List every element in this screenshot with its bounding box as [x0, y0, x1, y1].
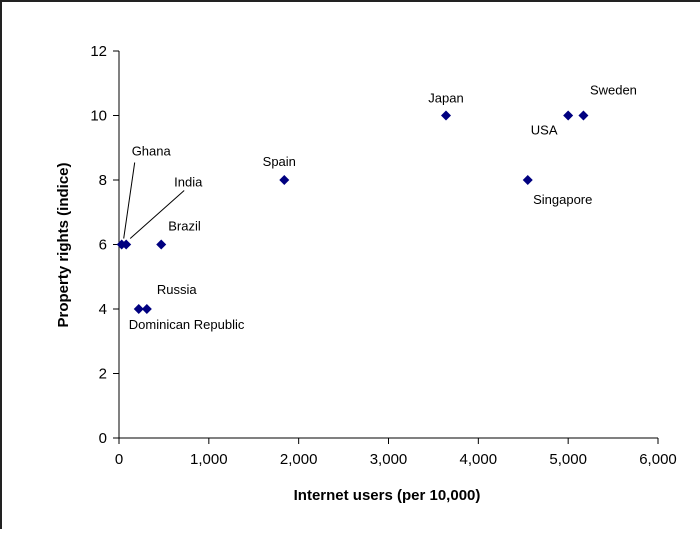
point-sweden [578, 110, 589, 121]
x-tick-label: 1,000 [190, 451, 228, 468]
label-ghana: Ghana [132, 144, 172, 159]
x-tick-label: 5,000 [549, 451, 587, 468]
x-tick-label: 4,000 [460, 451, 498, 468]
label-russia: Russia [157, 282, 198, 297]
tick-labels: 0 2 4 6 8 10 12 0 1,000 2,000 3,000 4,000 5,000 6,000 [90, 43, 676, 468]
point-usa [563, 110, 574, 121]
axes [113, 50, 659, 444]
point-dominican-republic [133, 304, 144, 314]
x-tick-label: 2,000 [280, 451, 318, 468]
leader-line-ghana [123, 162, 136, 239]
y-tick-label: 8 [99, 172, 107, 189]
x-tick-label: 3,000 [370, 451, 408, 468]
point-singapore [522, 175, 533, 185]
leader-line-india [129, 190, 185, 239]
label-japan: Japan [428, 91, 463, 106]
point-spain [279, 175, 290, 185]
y-tick-label: 0 [99, 430, 107, 447]
label-india: India [174, 175, 203, 190]
data-points [116, 110, 589, 314]
y-tick-label: 4 [99, 301, 107, 318]
y-tick-label: 10 [90, 108, 107, 125]
y-tick-label: 12 [90, 43, 107, 60]
label-brazil: Brazil [168, 219, 201, 234]
label-spain: Spain [263, 154, 296, 169]
x-tick-label: 6,000 [639, 451, 677, 468]
point-labels: Ghana India Brazil Russia Dominican Republic… [129, 83, 637, 333]
y-axis-title: Property rights (indice) [55, 162, 72, 327]
y-tick-label: 6 [99, 237, 107, 254]
point-russia [141, 304, 152, 314]
x-tick-label: 0 [115, 451, 123, 468]
x-axis-title: Internet users (per 10,000) [294, 487, 481, 504]
point-japan [440, 110, 451, 121]
leader-lines [123, 162, 185, 239]
point-brazil [156, 239, 167, 250]
y-tick-label: 2 [99, 366, 107, 383]
point-india [121, 239, 132, 250]
label-usa: USA [531, 123, 558, 138]
label-singapore: Singapore [533, 192, 592, 207]
label-dominican-republic: Dominican Republic [129, 317, 245, 332]
label-sweden: Sweden [590, 83, 637, 98]
